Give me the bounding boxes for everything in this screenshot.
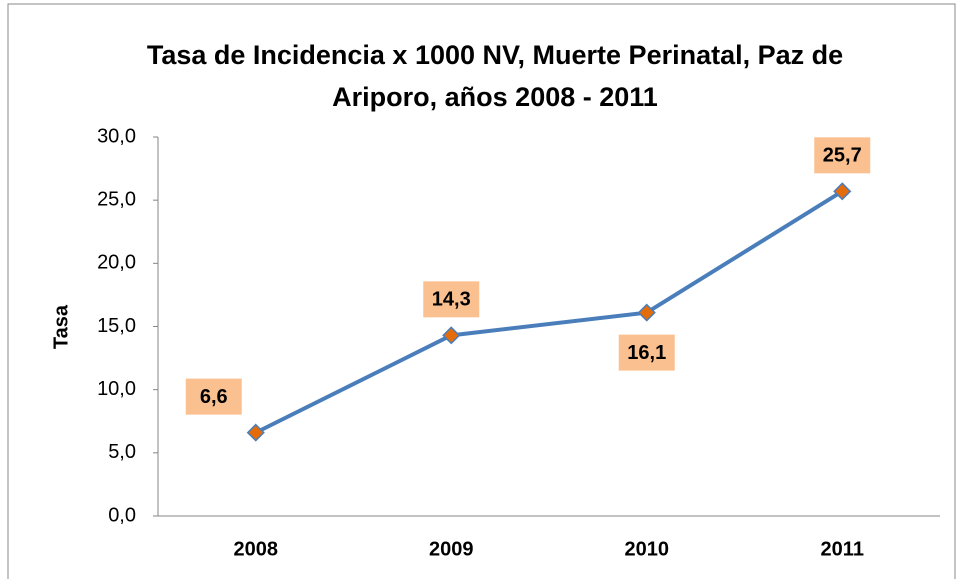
x-tick-label: 2011 [821, 538, 864, 560]
series-line [254, 189, 844, 435]
data-label-box [423, 281, 480, 318]
y-tick-label: 15,0 [97, 315, 136, 337]
y-axis-label: Tasa [50, 304, 72, 349]
y-tick-label: 20,0 [97, 252, 136, 274]
x-tick-label: 2010 [625, 538, 670, 560]
data-label-box [185, 378, 242, 415]
data-label-box [618, 334, 675, 371]
y-tick-label: 5,0 [108, 441, 136, 463]
data-label: 25,7 [823, 145, 862, 167]
chart-title: Tasa de Incidencia x 1000 NV, Muerte Per… [146, 40, 844, 112]
data-label: 16,1 [627, 342, 666, 364]
data-label: 6,6 [200, 386, 228, 408]
y-tick-label: 0,0 [108, 504, 136, 526]
x-tick-label: 2009 [429, 538, 474, 560]
y-tick-label: 25,0 [97, 188, 136, 210]
y-tick-label: 10,0 [97, 378, 136, 400]
data-label-box [814, 137, 871, 174]
marker [637, 303, 656, 322]
chart-border [7, 3, 956, 579]
x-tick-label: 2008 [234, 538, 279, 560]
data-label: 14,3 [432, 289, 471, 311]
marker [246, 423, 265, 442]
y-tick-label: 30,0 [97, 125, 136, 147]
marker [442, 326, 461, 345]
marker [833, 182, 852, 201]
